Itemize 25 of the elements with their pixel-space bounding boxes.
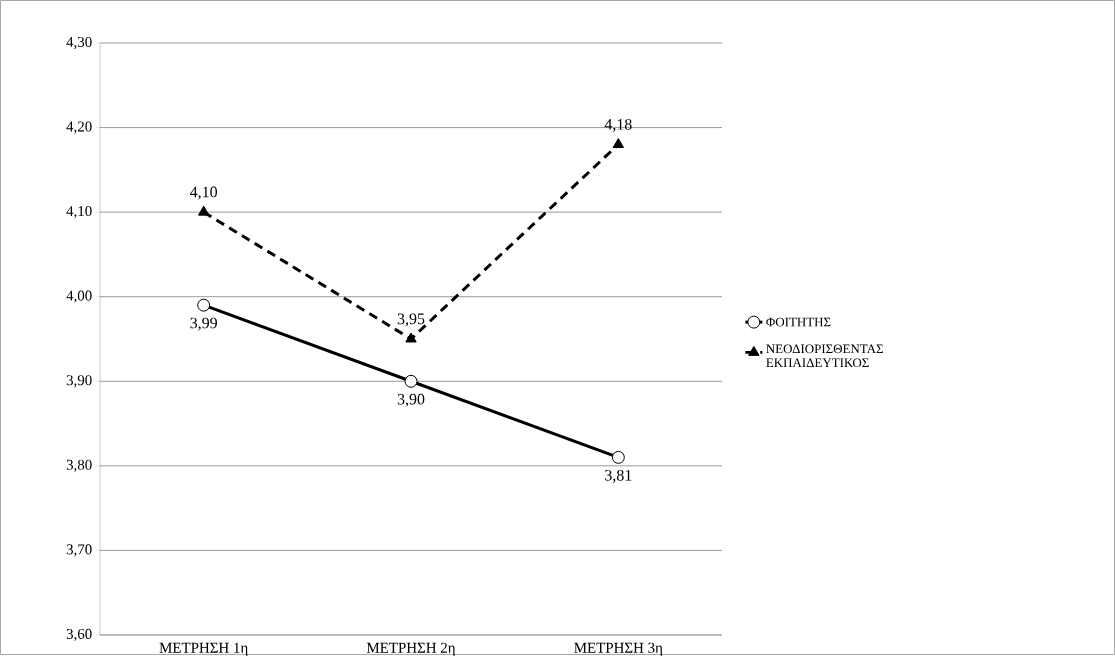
point (198, 205, 210, 216)
data-label: 4,10 (190, 186, 218, 200)
y-tick-label: 3,90 (66, 375, 92, 388)
data-label: 3,81 (605, 469, 632, 483)
data-label: 3,95 (397, 313, 425, 327)
x-tick-label: ΜΕΤΡΗΣΗ 1η (159, 642, 248, 656)
legend-label: ΦΟΙΤΗΤΗΣ (766, 317, 831, 327)
point (404, 374, 418, 388)
y-tick-label: 4,00 (66, 290, 92, 303)
y-tick-label: 3,80 (66, 459, 92, 472)
x-tick-label: ΜΕΤΡΗΣΗ 3η (574, 642, 663, 656)
data-label: 4,18 (604, 118, 632, 132)
x-tick-label: ΜΕΤΡΗΣΗ 2η (366, 642, 455, 656)
y-tick-label: 4,30 (66, 36, 92, 50)
data-label: 3,99 (190, 317, 217, 331)
y-tick-label: 3,60 (66, 628, 92, 642)
point (197, 298, 211, 312)
point (611, 450, 625, 464)
data-label: 3,90 (397, 393, 425, 407)
y-tick-label: 4,10 (66, 205, 92, 219)
point (612, 137, 625, 148)
y-tick-label: 3,70 (66, 544, 92, 557)
legend-label: ΝΕΟΔΙΟΡΙΣΘΕΝΤΑΣ ΕΚΠΑΙΔΕΥΤΙΚΟΣ (766, 344, 883, 368)
y-tick-label: 4,20 (66, 121, 92, 134)
point (405, 332, 417, 343)
